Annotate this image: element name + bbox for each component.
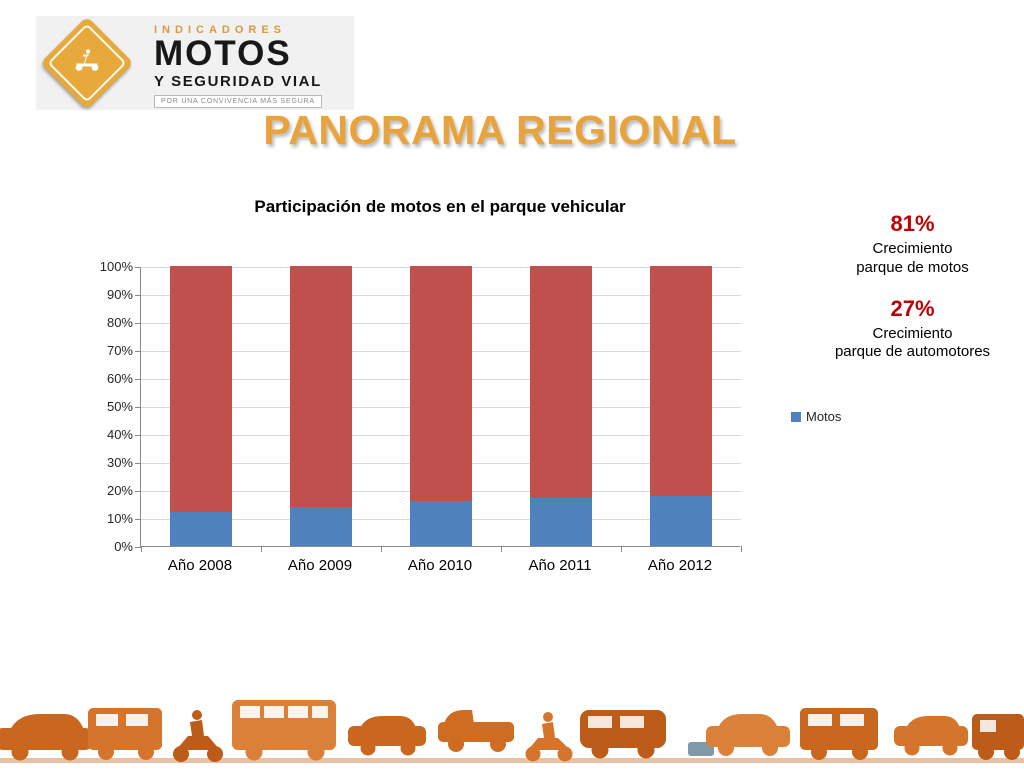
chart-title: Participación de motos en el parque vehi… xyxy=(254,197,626,216)
y-axis-tick xyxy=(135,323,141,324)
stat-autos-growth: 27% Crecimiento parque de automotores xyxy=(815,296,1010,363)
logo-subbrand: Y SEGURIDAD VIAL xyxy=(154,72,322,90)
y-axis-tick-label: 50% xyxy=(106,399,133,414)
plot-area xyxy=(135,266,742,552)
y-axis-tick-label: 20% xyxy=(106,483,133,498)
y-axis-tick xyxy=(135,407,141,408)
y-axis-tick xyxy=(135,379,141,380)
traffic-silhouette-image xyxy=(0,690,1024,766)
y-axis-tick-label: 70% xyxy=(106,343,133,358)
y-axis-tick-label: 10% xyxy=(106,511,133,526)
logo-diamond xyxy=(36,12,138,114)
x-axis-labels: Año 2008 Año 2009 Año 2010 Año 2011 Año 2012 xyxy=(140,557,740,579)
legend-color-swatch xyxy=(791,411,801,422)
motorcycle-icon xyxy=(72,49,102,78)
stat-label: Crecimiento xyxy=(872,240,953,257)
bar-segment-motos xyxy=(170,512,232,546)
x-axis-label: Año 2009 xyxy=(287,557,353,574)
logo-diamond-shape xyxy=(40,16,134,110)
x-axis-label: Año 2012 xyxy=(647,557,713,574)
y-axis-tick-label: 0% xyxy=(114,539,133,554)
stat-value-autos: 27% xyxy=(890,295,935,321)
page-title: PANORAMA REGIONAL xyxy=(263,107,737,153)
y-axis-tick xyxy=(135,267,141,268)
x-axis-label: Año 2011 xyxy=(528,557,592,574)
x-axis-tick xyxy=(501,546,502,552)
y-axis-tick-label: 100% xyxy=(99,259,133,274)
logo: INDICADORES MOTOS Y SEGURIDAD VIAL POR U… xyxy=(36,16,354,110)
bar-segment-serie2 xyxy=(290,266,352,507)
stat-label: Crecimiento xyxy=(872,324,953,342)
bar-segment-serie2 xyxy=(410,266,472,502)
y-axis-tick xyxy=(135,547,141,548)
bar-segment-motos xyxy=(530,498,592,546)
bar-segment-serie2 xyxy=(530,266,592,499)
y-axis-tick xyxy=(135,491,141,492)
stat-label: parque de motos xyxy=(856,258,969,276)
y-axis-tick xyxy=(135,463,141,464)
stats-panel: 81% Crecimiento parque de motos 27% Crec… xyxy=(815,211,1010,362)
x-axis-tick xyxy=(741,546,742,552)
x-axis-label: Año 2010 xyxy=(407,557,473,574)
bar-segment-motos xyxy=(290,506,352,546)
logo-text: INDICADORES MOTOS Y SEGURIDAD VIAL POR U… xyxy=(154,24,354,108)
x-axis-tick xyxy=(141,546,142,552)
x-axis-tick xyxy=(261,546,262,552)
chart-legend: Motos xyxy=(791,409,841,424)
stat-motos-growth: 81% Crecimiento parque de motos xyxy=(815,211,1010,278)
bar-segment-motos xyxy=(650,495,712,546)
legend-label: Motos xyxy=(806,409,842,424)
y-axis-tick-label: 90% xyxy=(106,287,133,302)
y-axis-tick-label: 80% xyxy=(106,315,133,330)
stat-label: parque de automotores xyxy=(834,343,991,361)
logo-brand: MOTOS xyxy=(154,34,292,73)
y-axis-tick-label: 30% xyxy=(106,455,133,470)
stat-value-motos: 81% xyxy=(890,211,935,236)
y-axis-tick-label: 40% xyxy=(106,427,133,442)
y-axis-tick xyxy=(135,295,141,296)
bar-segment-serie2 xyxy=(650,266,712,496)
y-axis-tick xyxy=(135,519,141,520)
participation-chart: Participación de motos en el parque vehi… xyxy=(95,197,855,597)
y-axis-tick-label: 60% xyxy=(106,371,133,386)
x-axis-tick xyxy=(621,546,622,552)
y-axis-tick xyxy=(135,351,141,352)
y-axis-tick xyxy=(135,435,141,436)
logo-kicker: INDICADORES xyxy=(154,24,287,36)
bar-segment-serie2 xyxy=(170,266,232,513)
logo-tagline: POR UNA CONVIVENCIA MÁS SEGURA xyxy=(154,94,322,108)
x-axis-label: Año 2008 xyxy=(167,557,233,574)
bar-segment-motos xyxy=(410,501,472,546)
x-axis-tick xyxy=(381,546,382,552)
